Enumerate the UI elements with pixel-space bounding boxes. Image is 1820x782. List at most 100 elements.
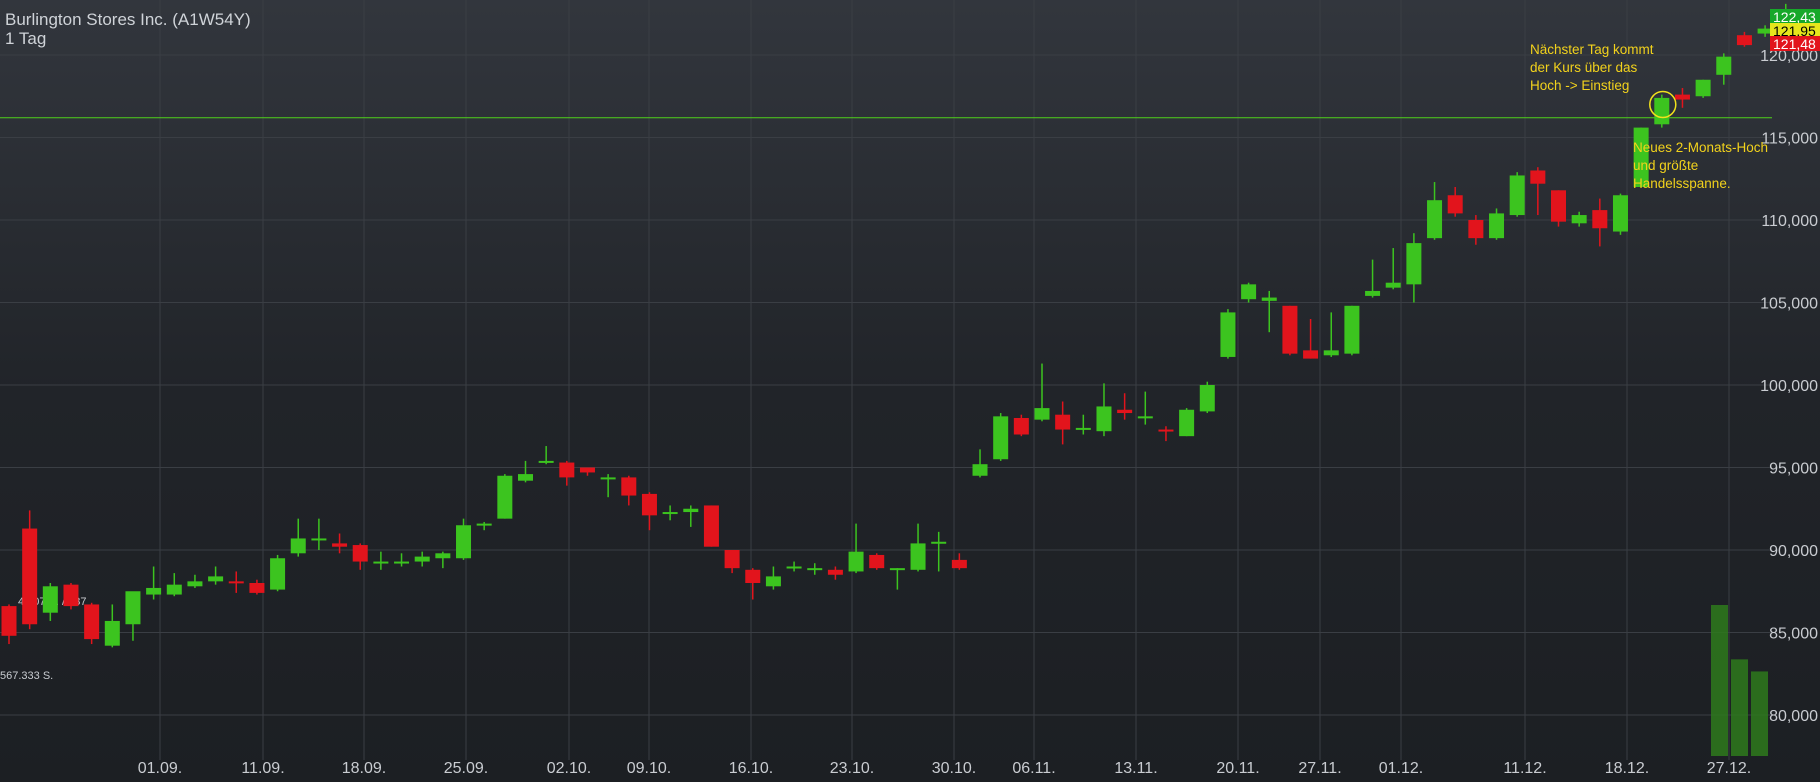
candle-body: [518, 474, 533, 481]
candle-body: [104, 620, 120, 646]
candle-body: [827, 569, 843, 575]
candle-body: [63, 584, 79, 607]
price-badge: 122,43: [1770, 9, 1820, 25]
candle-body: [869, 554, 885, 569]
price-badge-bg: [1770, 9, 1820, 24]
candle: [683, 505, 699, 527]
y-tick-label: 115,000: [1761, 131, 1818, 148]
candle-body: [1241, 284, 1257, 300]
candle: [621, 475, 637, 506]
candle-body: [187, 581, 203, 587]
candle: [931, 531, 947, 572]
candle: [476, 521, 492, 531]
x-tick-label: 02.10.: [547, 760, 591, 777]
candle-body: [1468, 220, 1484, 239]
candle: [1468, 215, 1484, 245]
candle-body: [600, 477, 616, 480]
candle: [662, 505, 678, 521]
candle: [1137, 391, 1153, 425]
candle: [1055, 401, 1071, 445]
candle-body: [290, 538, 306, 554]
candle: [146, 566, 162, 600]
candle: [332, 533, 348, 554]
candle: [166, 573, 182, 597]
candle: [1509, 172, 1525, 217]
candle: [559, 460, 575, 486]
candle-body: [1385, 282, 1401, 288]
candle-body: [208, 576, 224, 582]
candle: [1385, 248, 1401, 290]
annotation-line: der Kurs über das: [1530, 60, 1638, 75]
candle-body: [1013, 418, 1029, 435]
candle-body: [146, 587, 162, 595]
candle: [724, 550, 740, 574]
annotations: Nächster Tag kommt der Kurs über das Hoch …: [1530, 42, 1768, 191]
candle-body: [1179, 409, 1195, 437]
candle: [1220, 309, 1236, 359]
candle: [869, 553, 885, 570]
x-tick-label: 20.11.: [1216, 760, 1259, 777]
candle: [22, 510, 38, 630]
breakout-marker: [1649, 90, 1677, 119]
candle-body: [1158, 429, 1174, 432]
candle: [1034, 363, 1050, 422]
candle: [1612, 193, 1628, 235]
candle: [703, 505, 719, 547]
annotation-line: Neues 2-Monats-Hoch: [1633, 140, 1768, 155]
annotation-line: und größte: [1633, 158, 1698, 173]
chart-period: 1 Tag: [5, 29, 47, 48]
y-tick-label: 85,000: [1769, 626, 1818, 643]
volume-label: 567.333 S.: [0, 670, 53, 682]
annotation-line: Nächster Tag kommt: [1530, 42, 1654, 57]
x-tick-label: 06.11.: [1012, 760, 1055, 777]
candle: [270, 554, 286, 592]
candle-body: [745, 569, 761, 583]
candle: [1757, 25, 1773, 37]
candle: [435, 551, 451, 569]
candle-body: [42, 586, 58, 613]
candle: [972, 449, 988, 478]
candle-body: [1530, 170, 1546, 184]
candle-body: [1075, 427, 1091, 430]
candle-body: [1344, 305, 1360, 354]
y-axis-labels: 80,000 85,000 90,000 95,000 100,000 105,000 11…: [1760, 48, 1818, 725]
candle-body: [972, 464, 988, 476]
candle-body: [1282, 305, 1298, 354]
candle: [497, 474, 513, 519]
candle: [1344, 305, 1360, 356]
candle-body: [1261, 297, 1277, 301]
x-tick-label: 27.12.: [1707, 760, 1751, 777]
x-tick-label: 27.11.: [1298, 760, 1341, 777]
candle-body: [249, 583, 265, 593]
candle-body: [910, 543, 926, 570]
candle: [827, 566, 843, 580]
candle: [125, 591, 141, 641]
candle-body: [1220, 312, 1236, 357]
candle-body: [1736, 35, 1752, 46]
candle-body: [538, 460, 554, 463]
candle-body: [497, 475, 513, 519]
x-tick-label: 11.09.: [241, 760, 284, 777]
y-tick-label: 90,000: [1769, 543, 1818, 560]
chart-title: Burlington Stores Inc. (A1W54Y): [5, 10, 251, 29]
candle: [807, 563, 823, 575]
x-tick-label: 13.11.: [1114, 760, 1157, 777]
candle-body: [559, 462, 575, 478]
candle: [1716, 53, 1732, 85]
candle-body: [1509, 175, 1525, 216]
candle-body: [414, 556, 430, 562]
price-badge: 121,48: [1770, 36, 1820, 52]
candle: [1241, 282, 1257, 303]
candle-body: [765, 576, 781, 587]
candle: [1674, 88, 1690, 108]
candle: [1282, 305, 1298, 356]
candle-body: [1592, 210, 1608, 229]
price-badge-text: 121,48: [1773, 36, 1816, 52]
candle-body: [1633, 127, 1649, 187]
candle-body: [1447, 195, 1463, 214]
x-tick-label: 16.10.: [729, 760, 773, 777]
candle: [1303, 319, 1319, 359]
candle-body: [1096, 406, 1112, 432]
